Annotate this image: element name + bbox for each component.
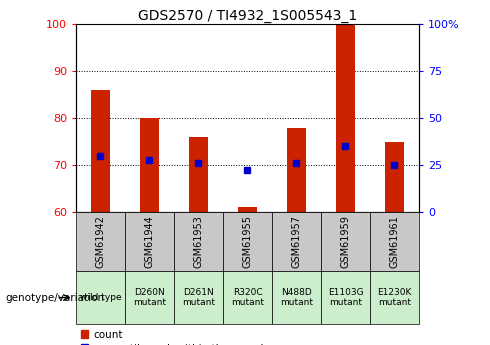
Bar: [336, 24, 355, 212]
Bar: [238, 207, 257, 212]
Bar: [76, 271, 125, 324]
Bar: [272, 212, 321, 271]
Bar: [272, 271, 321, 324]
Text: D260N
mutant: D260N mutant: [133, 288, 166, 307]
Bar: [321, 271, 370, 324]
Text: D261N
mutant: D261N mutant: [182, 288, 215, 307]
Bar: [140, 118, 159, 212]
Title: GDS2570 / TI4932_1S005543_1: GDS2570 / TI4932_1S005543_1: [138, 9, 357, 23]
Text: GSM61955: GSM61955: [243, 215, 252, 268]
Text: GSM61942: GSM61942: [96, 215, 105, 268]
Bar: [125, 271, 174, 324]
Text: GSM61959: GSM61959: [341, 215, 350, 268]
Bar: [370, 271, 419, 324]
Text: E1230K
mutant: E1230K mutant: [377, 288, 412, 307]
Bar: [287, 128, 306, 212]
Text: GSM61957: GSM61957: [292, 215, 301, 268]
Text: wild type: wild type: [80, 293, 121, 302]
Bar: [385, 142, 404, 212]
Bar: [223, 212, 272, 271]
Text: GSM61944: GSM61944: [145, 215, 154, 268]
Bar: [174, 271, 223, 324]
Bar: [174, 212, 223, 271]
Text: GSM61961: GSM61961: [390, 215, 399, 268]
Bar: [189, 137, 208, 212]
Text: R320C
mutant: R320C mutant: [231, 288, 264, 307]
Bar: [223, 271, 272, 324]
Bar: [125, 212, 174, 271]
Text: N488D
mutant: N488D mutant: [280, 288, 313, 307]
Legend: count, percentile rank within the sample: count, percentile rank within the sample: [81, 329, 270, 345]
Text: genotype/variation: genotype/variation: [5, 293, 104, 303]
Bar: [321, 212, 370, 271]
Bar: [76, 212, 125, 271]
Bar: [91, 90, 110, 212]
Text: E1103G
mutant: E1103G mutant: [328, 288, 363, 307]
Bar: [370, 212, 419, 271]
Text: GSM61953: GSM61953: [194, 215, 203, 268]
